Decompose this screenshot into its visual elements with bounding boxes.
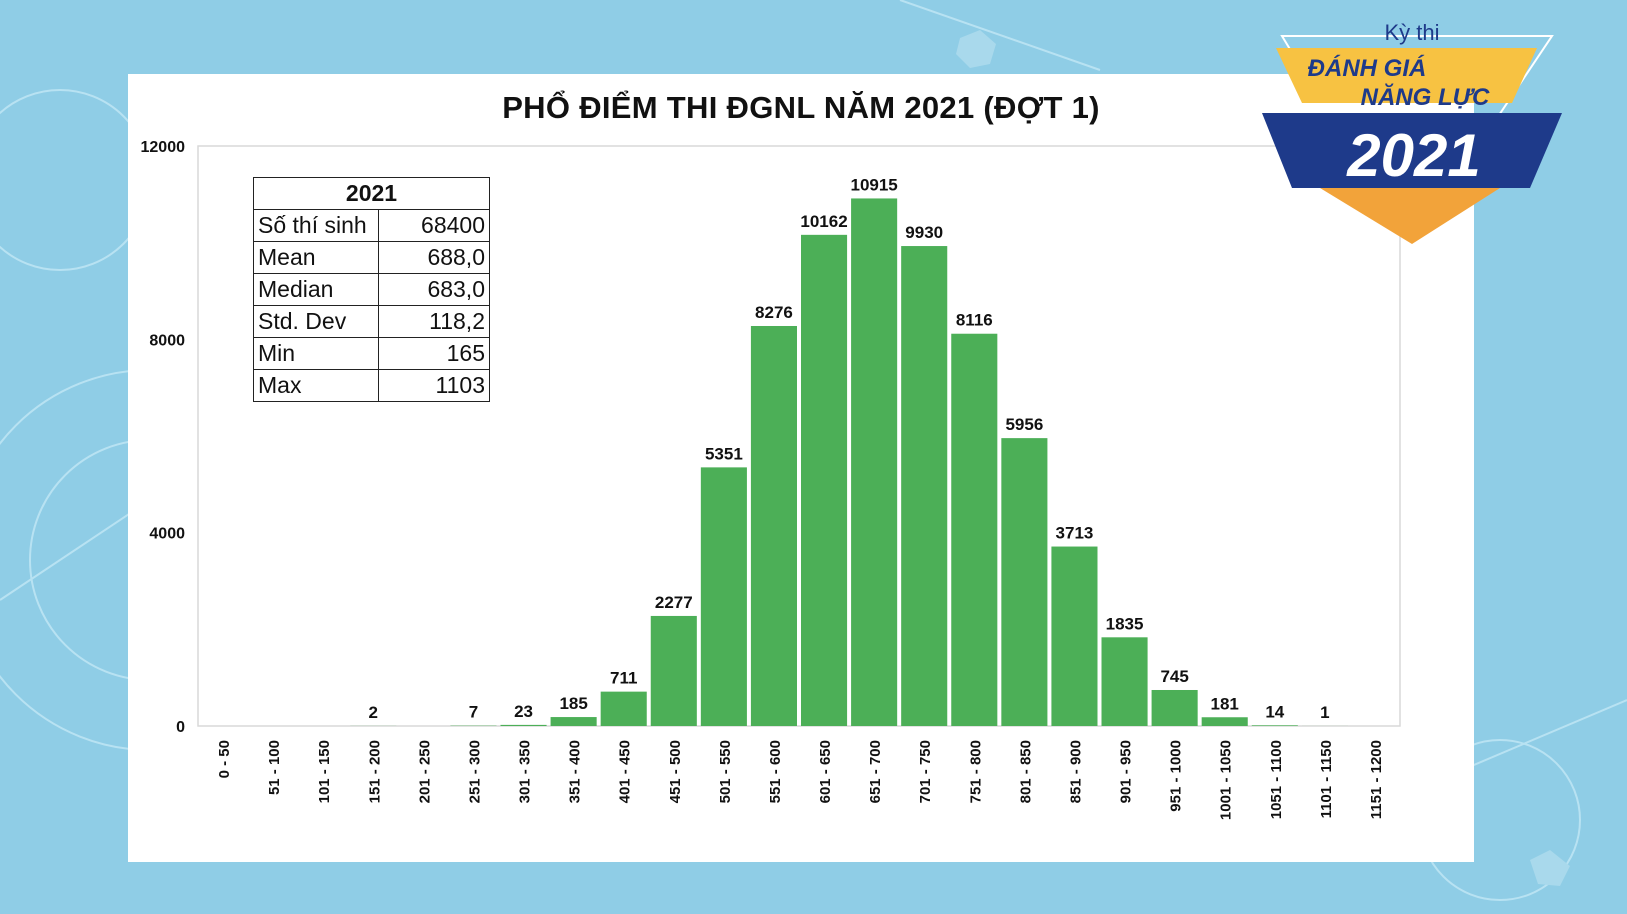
data-label: 711 xyxy=(610,669,637,688)
stats-label: Std. Dev xyxy=(253,305,379,338)
stats-row: Min 165 xyxy=(253,337,490,370)
x-tick-label: 1151 - 1200 xyxy=(1368,740,1385,819)
x-tick-label: 851 - 900 xyxy=(1067,740,1084,803)
stats-row: Std. Dev 118,2 xyxy=(253,305,490,338)
data-label: 3713 xyxy=(1056,524,1094,543)
stats-value: 1103 xyxy=(378,369,490,402)
x-tick-label: 451 - 500 xyxy=(667,740,684,803)
bar xyxy=(851,198,898,727)
stats-row: Mean 688,0 xyxy=(253,241,490,274)
bar xyxy=(1051,546,1098,726)
x-tick-label: 801 - 850 xyxy=(1017,740,1034,803)
y-tick-label: 8000 xyxy=(149,332,185,349)
stats-row: Số thí sinh 68400 xyxy=(253,209,490,242)
chart-panel: 0 4000 8000 12000 0 - 50 51 - 100 101 - 150 2 1… xyxy=(128,74,1474,862)
data-label: 8276 xyxy=(755,303,793,322)
x-tick-label: 751 - 800 xyxy=(967,740,984,803)
exam-logo: Kỳ thi ĐÁNH GIÁ NĂNG LỰC 2021 xyxy=(1262,20,1562,250)
bar xyxy=(600,691,647,726)
stats-label: Max xyxy=(253,369,379,402)
bar xyxy=(700,467,747,726)
stats-value: 118,2 xyxy=(378,305,490,338)
logo-line1: Kỳ thi xyxy=(1384,20,1439,45)
bar xyxy=(550,717,597,726)
y-tick-label: 4000 xyxy=(149,526,185,543)
x-tick-label: 701 - 750 xyxy=(917,740,934,803)
bar xyxy=(500,724,547,726)
data-label: 181 xyxy=(1211,694,1239,713)
data-label: 2277 xyxy=(655,593,693,612)
bar xyxy=(750,325,797,726)
x-tick-label: 1101 - 1150 xyxy=(1318,740,1335,818)
data-label: 14 xyxy=(1265,702,1284,721)
stats-value: 68400 xyxy=(378,209,490,242)
data-label: 10162 xyxy=(800,212,847,231)
bar-chart: 0 4000 8000 12000 0 - 50 51 - 100 101 - 150 2 1… xyxy=(141,139,1401,820)
stats-label: Mean xyxy=(253,241,379,274)
x-tick-label: 501 - 550 xyxy=(717,740,734,803)
stats-row: Max 1103 xyxy=(253,369,490,402)
x-tick-label: 401 - 450 xyxy=(617,740,634,803)
x-tick-label: 951 - 1000 xyxy=(1168,740,1185,812)
data-label: 1835 xyxy=(1106,614,1144,633)
x-tick-label: 201 - 250 xyxy=(416,740,433,803)
stats-value: 688,0 xyxy=(378,241,490,274)
stats-label: Min xyxy=(253,337,379,370)
x-tick-label: 651 - 700 xyxy=(867,740,884,803)
y-tick-label: 0 xyxy=(176,719,185,736)
bar xyxy=(1151,689,1198,726)
chart-title: PHỔ ĐIỂM THI ĐGNL NĂM 2021 (ĐỢT 1) xyxy=(502,90,1100,125)
stats-label: Median xyxy=(253,273,379,306)
x-tick-label: 0 - 50 xyxy=(216,740,233,778)
data-label: 7 xyxy=(469,703,478,722)
stats-value: 683,0 xyxy=(378,273,490,306)
plot-area xyxy=(197,145,1401,727)
data-label: 2 xyxy=(369,703,378,722)
bar xyxy=(901,246,948,727)
bar xyxy=(650,615,697,726)
data-label: 10915 xyxy=(850,175,897,194)
data-label: 1 xyxy=(1320,703,1329,722)
logo-line3: NĂNG LỰC xyxy=(1361,83,1490,111)
x-tick-label: 101 - 150 xyxy=(316,740,333,803)
bar xyxy=(1251,725,1298,726)
bar xyxy=(951,333,998,726)
stats-header: 2021 xyxy=(253,177,490,210)
x-tick-label: 301 - 350 xyxy=(517,740,534,803)
x-tick-label: 251 - 300 xyxy=(466,740,483,803)
data-label: 23 xyxy=(514,702,533,721)
bar xyxy=(801,234,848,726)
bar xyxy=(1001,438,1048,726)
stats-row: Median 683,0 xyxy=(253,273,490,306)
bar xyxy=(1101,637,1148,726)
x-tick-label: 551 - 600 xyxy=(767,740,784,803)
x-tick-label: 151 - 200 xyxy=(366,740,383,803)
data-label: 8116 xyxy=(956,311,993,330)
logo-line2: ĐÁNH GIÁ xyxy=(1308,54,1427,82)
logo-year: 2021 xyxy=(1346,122,1480,189)
x-tick-label: 601 - 650 xyxy=(817,740,834,803)
y-tick-label: 12000 xyxy=(141,139,186,156)
data-label: 5956 xyxy=(1005,415,1043,434)
data-label: 9930 xyxy=(905,223,943,242)
x-tick-label: 351 - 400 xyxy=(567,740,584,803)
x-tick-label: 901 - 950 xyxy=(1118,740,1135,803)
x-tick-label: 51 - 100 xyxy=(266,740,283,795)
bar xyxy=(1201,717,1248,726)
x-tick-label: 1051 - 1100 xyxy=(1268,740,1285,819)
x-tick-label: 1001 - 1050 xyxy=(1218,740,1235,820)
stats-label: Số thí sinh xyxy=(253,209,379,242)
stats-value: 165 xyxy=(378,337,490,370)
data-label: 185 xyxy=(559,694,587,713)
data-label: 5351 xyxy=(705,444,743,463)
data-label: 745 xyxy=(1160,667,1188,686)
stats-table: 2021 Số thí sinh 68400 Mean 688,0 Median 68… xyxy=(253,177,490,402)
